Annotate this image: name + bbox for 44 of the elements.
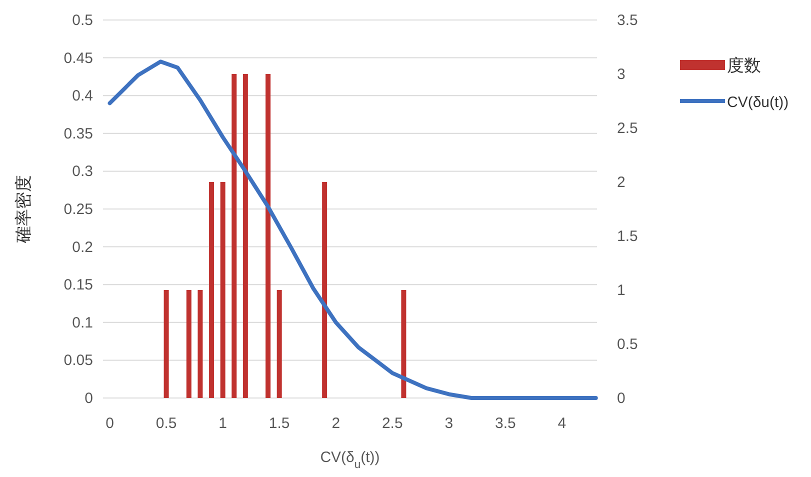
bar xyxy=(266,74,271,398)
bar xyxy=(164,290,169,398)
bar xyxy=(242,74,248,398)
x-tick-label: 3 xyxy=(444,415,454,432)
y-tick-label: 0.1 xyxy=(72,314,93,332)
y-tick-label: 0.25 xyxy=(64,201,93,218)
x-tick-label: 1.5 xyxy=(268,415,290,432)
y2-tick-label: 0.5 xyxy=(617,336,638,353)
y-tick-label: 0.15 xyxy=(64,276,93,294)
legend-label: CV(δu(t)) xyxy=(727,94,789,111)
x-tick-label: 1 xyxy=(218,415,227,432)
bar xyxy=(186,290,192,398)
bar xyxy=(276,290,282,398)
y-tick-label: 0.4 xyxy=(72,88,93,105)
y2-tick-label: 2.5 xyxy=(617,120,638,137)
bar xyxy=(198,290,203,398)
bar xyxy=(220,182,226,398)
x-tick-label: 2 xyxy=(332,415,340,432)
y-tick-label: 0.2 xyxy=(72,238,93,256)
bar xyxy=(401,290,406,398)
y-tick-label: 0.3 xyxy=(72,163,93,180)
y2-tick-label: 3.5 xyxy=(617,12,638,29)
y2-tick-label: 3 xyxy=(617,66,626,83)
y2-tick-label: 2 xyxy=(617,174,626,191)
y-tick-label: 0.05 xyxy=(64,352,93,370)
y-tick-label: 0.45 xyxy=(64,50,93,67)
x-axis-title: CV(δ$_{u}$(t)) xyxy=(320,449,380,471)
bar xyxy=(209,182,214,398)
legend-label: 度数 xyxy=(727,56,761,75)
y2-tick-label: 0 xyxy=(617,390,626,407)
x-tick-label: 3.5 xyxy=(495,415,516,432)
x-tick-label: 0 xyxy=(106,415,114,432)
y-tick-label: 0.5 xyxy=(72,12,93,29)
y-axis-title: 確率密度 xyxy=(14,175,33,244)
y-tick-label: 0.35 xyxy=(64,125,93,142)
y-tick-label: 0 xyxy=(84,390,93,407)
x-tick-label: 4 xyxy=(558,415,566,432)
y2-tick-label: 1.5 xyxy=(617,228,638,245)
y2-tick-label: 1 xyxy=(617,282,626,299)
x-tick-label: 0.5 xyxy=(156,415,177,432)
bar xyxy=(232,74,237,398)
line-series xyxy=(108,60,598,400)
x-tick-label: 2.5 xyxy=(382,415,403,432)
bar xyxy=(322,182,328,398)
